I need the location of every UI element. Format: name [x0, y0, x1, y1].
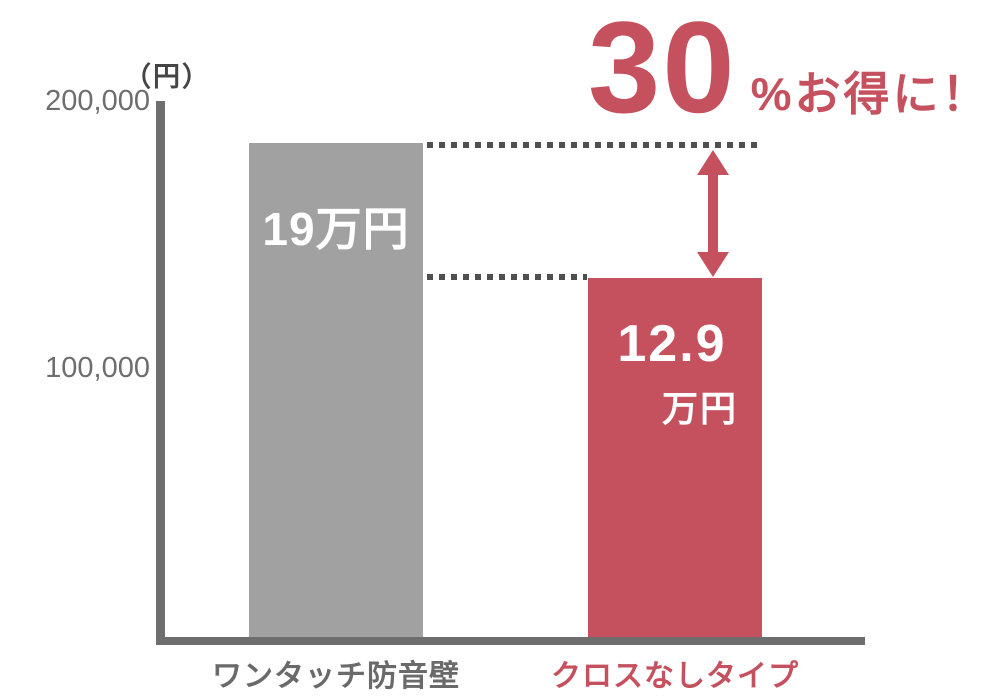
price-difference-arrow	[697, 150, 729, 277]
y-axis-unit-label: （円）	[124, 62, 211, 92]
x-label-one-touch-soundproof-wall: ワンタッチ防音壁	[212, 660, 460, 693]
arrow-down-head-icon	[697, 252, 729, 277]
bar-value-label-man-yen: 万円	[661, 388, 738, 429]
savings-percent-suffix: %お得に！	[750, 67, 991, 120]
bar-value-label-12-9: 12.9	[617, 315, 727, 373]
x-axis-line	[156, 637, 865, 645]
y-axis-line	[156, 101, 165, 645]
savings-percent-number: 30	[588, 0, 737, 140]
savings-annotation: 30 %お得に！	[588, 0, 991, 140]
y-tick-200000: 200,000	[45, 85, 150, 117]
bar-one-touch-soundproof-wall: 19万円	[249, 143, 423, 637]
arrow-shaft	[708, 168, 718, 259]
bar-value-label-19man-yen: 19万円	[262, 203, 410, 255]
dotted-guide-line-129000	[427, 274, 587, 280]
y-tick-100000: 100,000	[45, 352, 150, 384]
dotted-guide-line-190000	[427, 142, 763, 148]
x-label-cloth-less-type: クロスなしタイプ	[551, 660, 799, 693]
bar-cloth-less-type: 12.9 万円	[588, 278, 762, 637]
